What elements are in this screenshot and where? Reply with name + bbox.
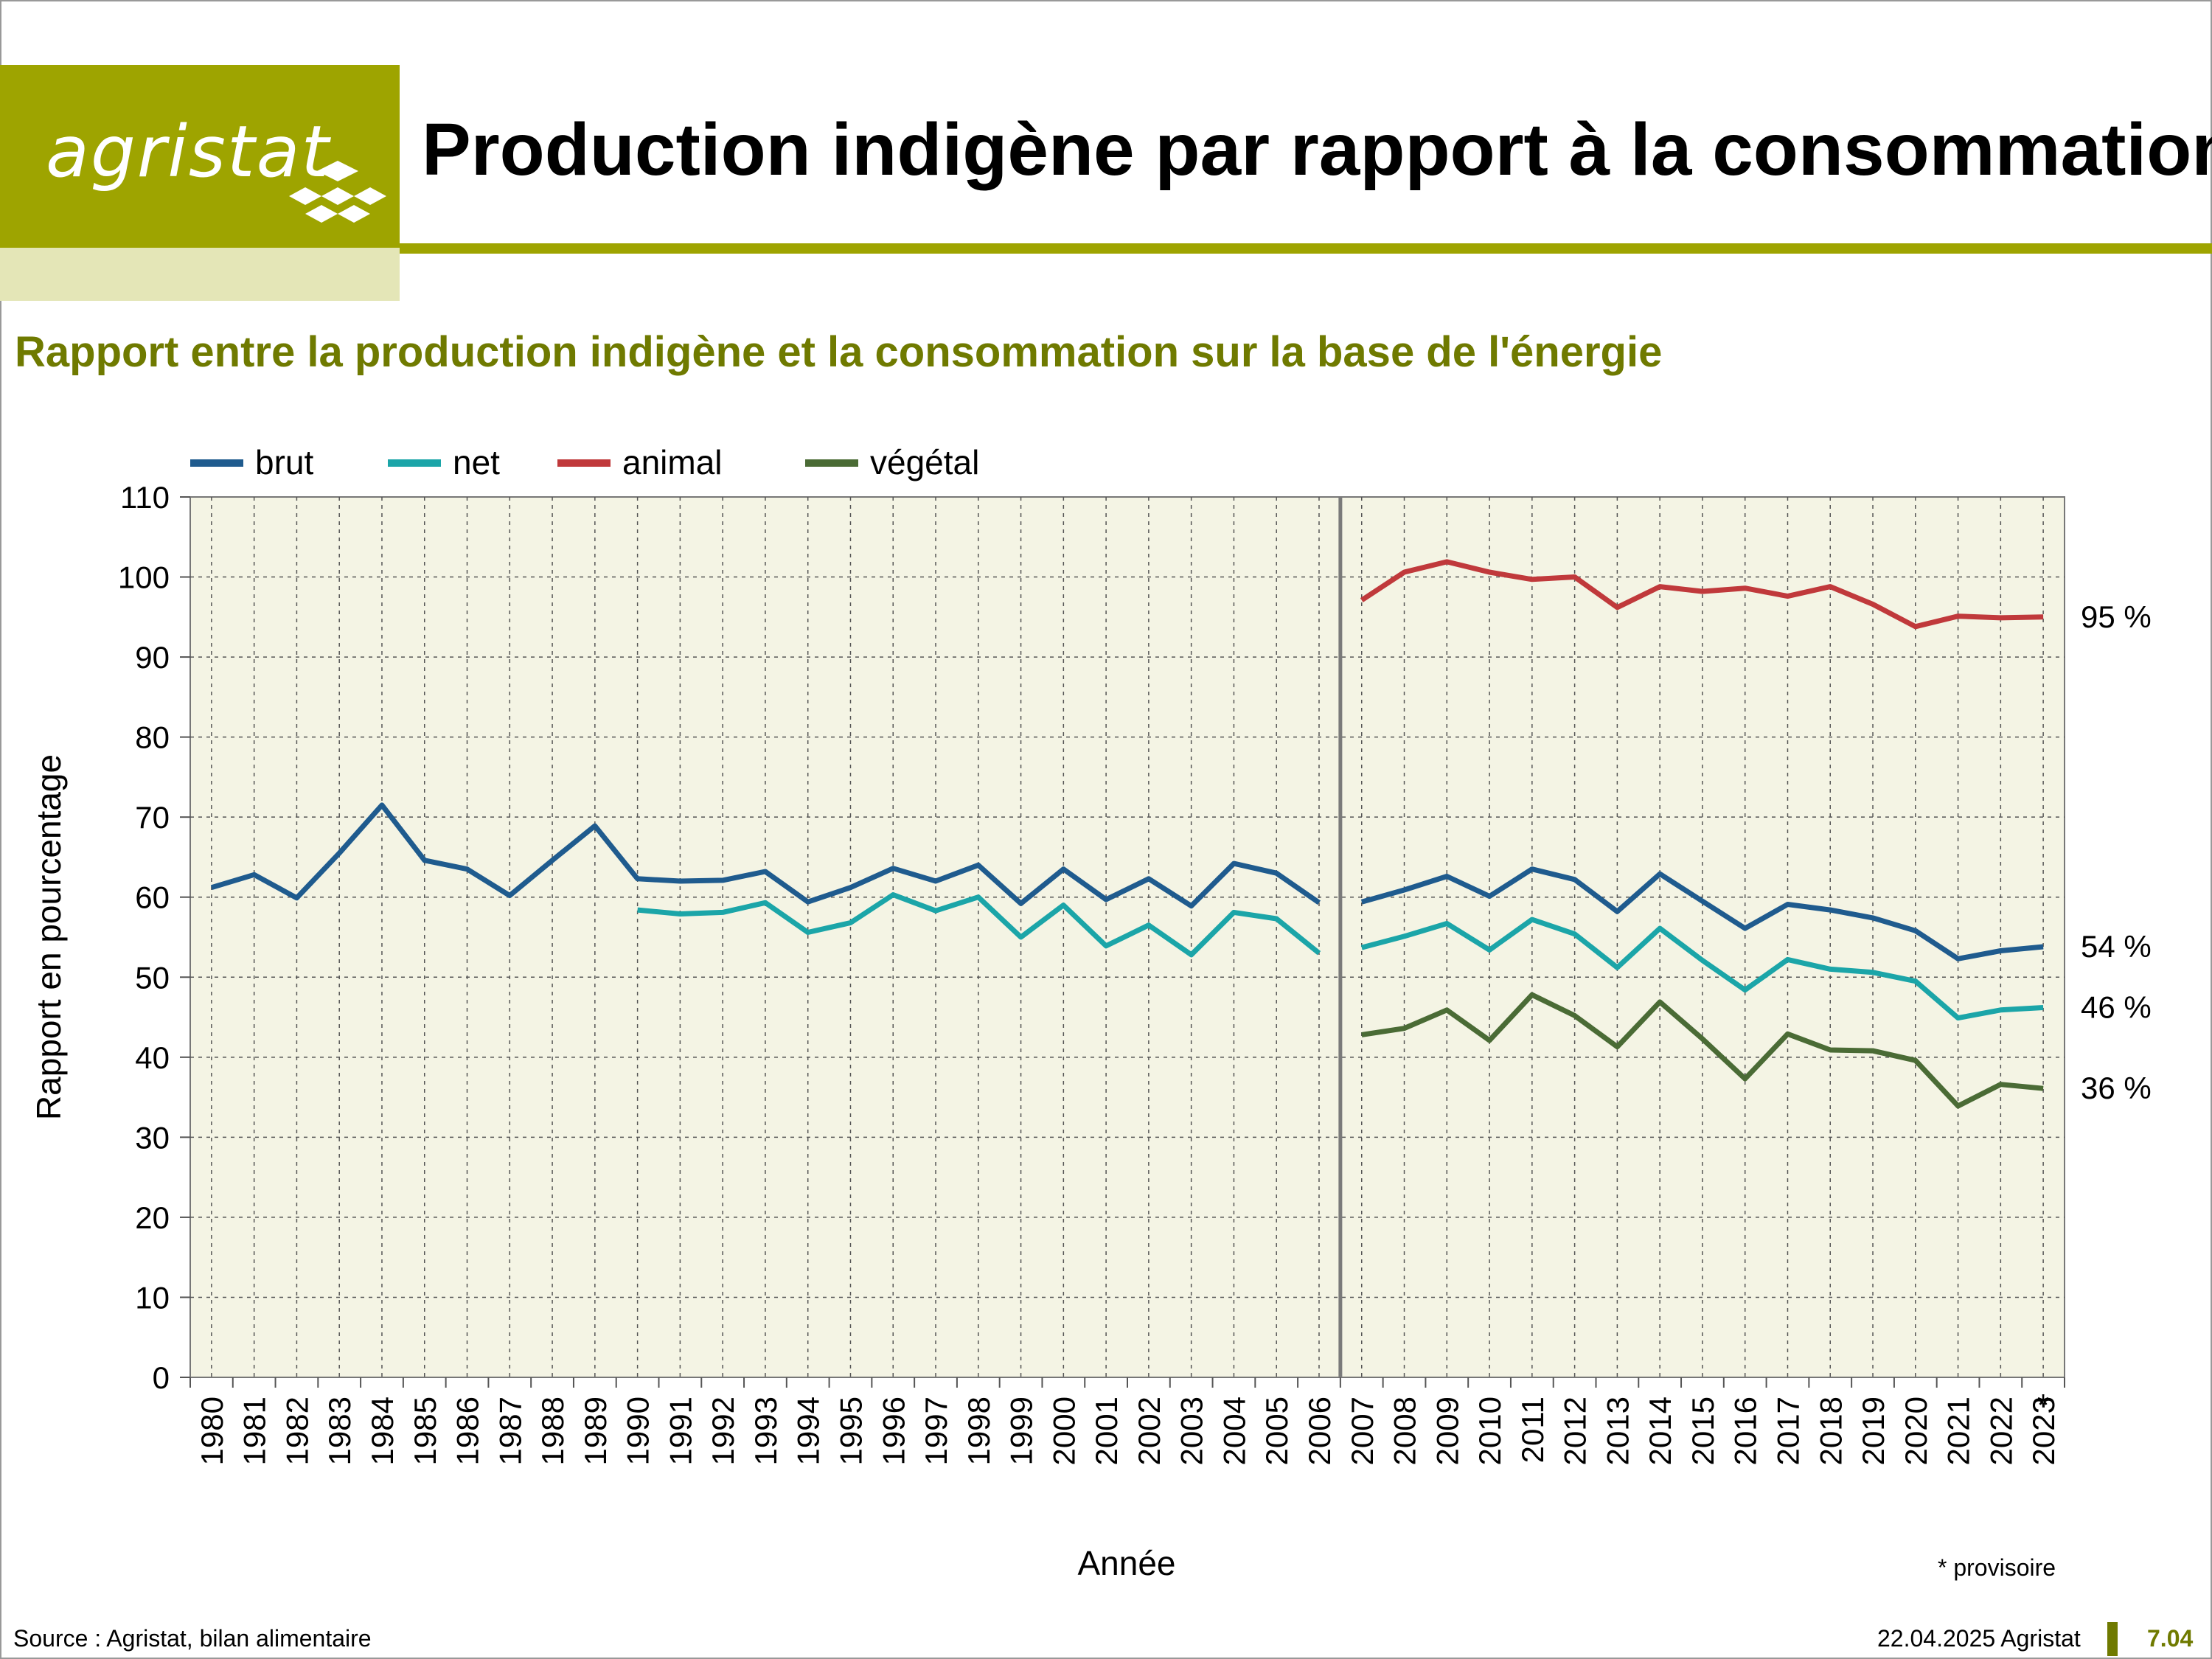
x-tick-label: 2013 [1600, 1397, 1635, 1465]
x-tick-label: 1990 [621, 1397, 655, 1465]
y-tick-label: 0 [153, 1360, 170, 1395]
y-tick-label: 60 [135, 880, 170, 915]
x-tick-label: 1985 [408, 1397, 442, 1465]
end-value-label: 95 % [2081, 599, 2152, 634]
series-line-brut [210, 802, 2044, 961]
logo-diamonds-icon [289, 161, 386, 223]
x-tick-label: 1994 [791, 1397, 826, 1465]
y-tick-label: 30 [135, 1120, 170, 1155]
y-axis-label: Rapport en pourcentage [29, 754, 68, 1120]
x-tick-label: 2016 [1728, 1397, 1763, 1465]
series-line-net [637, 892, 2044, 1021]
legend-label: brut [255, 443, 313, 481]
x-tick-label: 2023 [2026, 1397, 2061, 1465]
x-tick-label: 1999 [1004, 1397, 1039, 1465]
x-tick-label: 1984 [365, 1397, 400, 1465]
page-title: Production indigène par rapport à la con… [422, 108, 2212, 191]
legend-label: animal [622, 443, 723, 481]
x-tick-label: 2001 [1089, 1397, 1124, 1465]
y-tick-label: 110 [120, 480, 170, 515]
series-line-végétal [1361, 992, 2044, 1109]
y-tick-label: 80 [135, 720, 170, 755]
x-tick-label: 2021 [1941, 1397, 1976, 1465]
footer-source: Source : Agristat, bilan alimentaire [13, 1625, 372, 1652]
x-tick-label: 2009 [1430, 1397, 1464, 1465]
logo-sub-panel [0, 248, 400, 301]
x-tick-label: 1997 [919, 1397, 953, 1465]
x-tick-label: 2003 [1175, 1397, 1209, 1465]
x-tick-label: 1993 [748, 1397, 783, 1465]
x-tick-label: 1982 [279, 1397, 314, 1465]
x-tick-label: 1996 [876, 1397, 911, 1465]
end-value-label: 54 % [2081, 929, 2152, 964]
x-tick-label: 2005 [1259, 1397, 1294, 1465]
x-tick-label: 1986 [451, 1397, 485, 1465]
logo-text: agristat [46, 111, 331, 193]
x-axis-label: Année [1077, 1544, 1175, 1582]
x-tick-label: 2006 [1302, 1397, 1337, 1465]
footer-divider [2107, 1622, 2118, 1656]
x-tick-label: 1992 [706, 1397, 740, 1465]
chart-subtitle: Rapport entre la production indigène et … [15, 328, 1663, 376]
y-tick-label: 50 [135, 960, 170, 995]
y-tick-label: 20 [135, 1200, 170, 1235]
x-tick-label: 2000 [1046, 1397, 1081, 1465]
x-tick-label: 2012 [1558, 1397, 1593, 1465]
x-tick-label: 1998 [961, 1397, 996, 1465]
x-tick-label: 1989 [578, 1397, 613, 1465]
provisional-note: * provisoire [1938, 1554, 2056, 1581]
x-tick-label: 2014 [1643, 1397, 1677, 1465]
y-tick-label: 90 [135, 640, 170, 675]
provisional-star: * [2037, 1388, 2049, 1422]
y-tick-label: 70 [135, 800, 170, 835]
x-tick-label: 2015 [1686, 1397, 1720, 1465]
legend-label: végétal [870, 443, 979, 481]
x-tick-label: 1987 [493, 1397, 527, 1465]
page-number: 7.04 [2147, 1625, 2194, 1652]
x-tick-label: 1981 [237, 1397, 272, 1465]
end-value-label: 46 % [2081, 990, 2152, 1025]
x-tick-label: 1980 [195, 1397, 229, 1465]
x-tick-label: 1991 [663, 1397, 698, 1465]
y-tick-label: 40 [135, 1040, 170, 1075]
header-rule [400, 243, 2212, 254]
x-tick-label: 2011 [1515, 1397, 1550, 1463]
x-tick-label: 2010 [1472, 1397, 1507, 1465]
legend-label: net [453, 443, 500, 481]
x-tick-label: 2002 [1132, 1397, 1166, 1465]
footer-date: 22.04.2025 Agristat [1877, 1625, 2081, 1652]
x-tick-label: 2018 [1813, 1397, 1848, 1465]
x-tick-label: 2019 [1856, 1397, 1891, 1465]
x-tick-label: 2022 [1983, 1397, 2018, 1465]
x-tick-label: 2007 [1345, 1397, 1380, 1465]
x-tick-label: 1995 [833, 1397, 868, 1465]
x-tick-label: 2004 [1217, 1397, 1251, 1465]
x-tick-label: 1988 [535, 1397, 570, 1465]
x-tick-label: 2008 [1388, 1397, 1422, 1465]
x-tick-label: 1983 [322, 1397, 357, 1465]
y-tick-label: 100 [118, 560, 170, 595]
x-tick-label: 2017 [1770, 1397, 1805, 1465]
logo-panel [0, 65, 400, 248]
x-tick-label: 2020 [1899, 1397, 1933, 1465]
series-line-animal [1360, 559, 2044, 630]
y-tick-label: 10 [135, 1280, 170, 1315]
end-value-label: 36 % [2081, 1071, 2152, 1105]
